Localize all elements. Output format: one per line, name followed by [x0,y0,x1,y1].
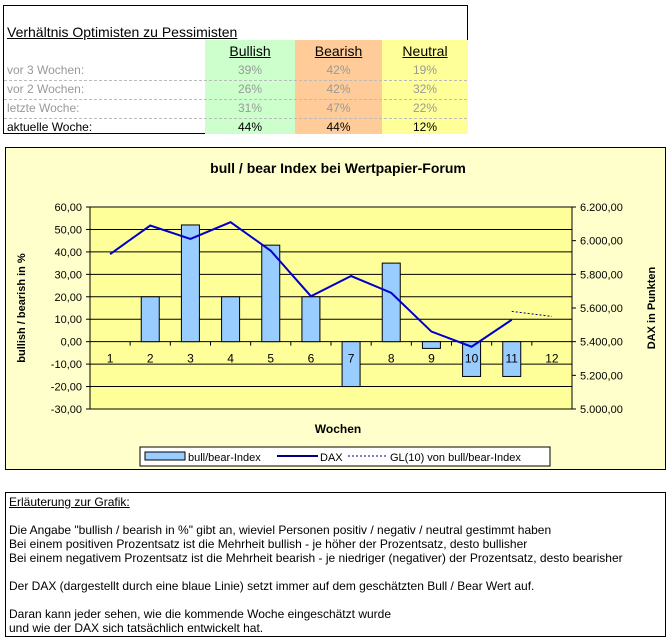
bullish-value: 44% [237,120,263,134]
x-tick-label: 10 [465,352,479,366]
explanation-line: Bei einem negativem Prozentsatz ist die … [9,551,623,565]
explanation-line: Bei einem positiven Prozentsatz ist die … [9,537,528,551]
row-label: letzte Woche: [7,101,80,115]
explanation-line: Daran kann jeder sehen, wie die kommende… [9,607,391,621]
y2-tick-label: 6.000,00 [580,236,623,248]
neutral-value: 22% [412,101,438,115]
bearish-value: 42% [326,82,351,96]
y-tick-label: 0,00 [61,337,82,349]
bar [301,296,321,343]
y-tick-label: 60,00 [54,202,82,214]
row-label: vor 3 Wochen: [7,63,85,77]
bar [381,262,401,343]
bar [221,296,241,343]
x-tick-label: 6 [308,352,315,366]
y2-tick-label: 5.800,00 [580,269,623,281]
table-row: vor 2 Wochen: 26% 42% 32% [4,80,467,100]
explanation-box: Erläuterung zur Grafik: Die Angabe "bull… [5,492,666,637]
row-label: vor 2 Wochen: [7,82,85,96]
bar [462,341,482,377]
bar [261,244,281,343]
x-tick-label: 4 [227,352,234,366]
legend-bar-label: bull/bear-Index [188,452,261,464]
x-axis-label: Wochen [315,422,361,436]
bar [180,224,200,343]
bearish-value: 42% [326,63,351,77]
gl10-line [511,310,552,317]
table-row-current: aktuelle Woche: 44% 44% 12% [4,118,467,137]
x-tick-label: 2 [147,352,154,366]
x-tick-label: 8 [388,352,395,366]
table-row: letzte Woche: 31% 47% 22% [4,99,467,119]
bearish-value: 44% [326,120,351,134]
bar [341,341,361,388]
y-tick-label: 30,00 [54,269,82,281]
legend-gl-label: GL(10) von bull/bear-Index [390,452,521,464]
row-label: aktuelle Woche: [7,120,93,134]
neutral-value: 19% [412,63,438,77]
explanation-line: Die Angabe "bullish / bearish in %" gibt… [9,523,552,537]
x-tick-label: 5 [267,352,274,366]
chart: bull / bear Index bei Wertpapier-Forum W… [16,160,658,467]
y2-tick-label: 5.600,00 [580,303,623,315]
y-tick-label: 10,00 [54,314,82,326]
table-header: Bullish Bearish Neutral [4,40,467,62]
y-tick-label: -30,00 [51,404,82,416]
plot-area [89,206,573,410]
bar [421,341,441,349]
table-row: vor 3 Wochen: 39% 42% 19% [4,61,467,81]
y2-tick-label: 5.400,00 [580,337,623,349]
table-title: Verhältnis Optimisten zu Pessimisten [7,24,238,40]
y2-tick-label: 5.200,00 [580,370,623,382]
bar [140,296,160,343]
bar [502,341,522,377]
y-axis-label: bullish / bearish in % [16,253,28,363]
y-tick-label: -10,00 [51,359,82,371]
explanation-heading: Erläuterung zur Grafik: [9,495,130,509]
y-tick-label: 20,00 [54,292,82,304]
explanation-line: Der DAX (dargestellt durch eine blaue Li… [9,579,535,593]
bullish-value: 39% [237,63,263,77]
x-tick-label: 1 [107,352,114,366]
legend-box [139,446,551,467]
neutral-value: 32% [412,82,438,96]
x-tick-label: 12 [545,352,559,366]
x-tick-label: 3 [187,352,194,366]
header-neutral: Neutral [402,43,448,59]
dax-line [109,221,513,348]
header-bearish: Bearish [314,43,363,59]
neutral-value: 12% [412,120,438,134]
sentiment-table: Verhältnis Optimisten zu Pessimisten Bul… [3,5,468,134]
x-tick-label: 11 [506,352,519,366]
x-tick-label: 7 [348,352,355,366]
bullish-value: 26% [237,82,263,96]
x-tick-label: 9 [428,352,435,366]
bearish-value: 47% [326,101,351,115]
y-tick-label: 40,00 [54,247,82,259]
chart-title: bull / bear Index bei Wertpapier-Forum [210,160,466,176]
y-tick-label: -20,00 [51,382,82,394]
header-bullish: Bullish [229,43,271,59]
bullish-value: 31% [237,101,263,115]
y2-tick-label: 5.000,00 [580,404,623,416]
explanation-line: und wie der DAX sich tatsächlich entwick… [9,621,264,635]
legend-dax-label: DAX [320,452,343,464]
legend-bar-swatch [144,451,186,461]
legend: bull/bear-Index DAX GL(10) von bull/bear… [139,446,551,467]
y-tick-label: 50,00 [54,224,82,236]
y2-tick-label: 6.200,00 [580,202,623,214]
y2-axis-label: DAX in Punkten [646,266,658,349]
